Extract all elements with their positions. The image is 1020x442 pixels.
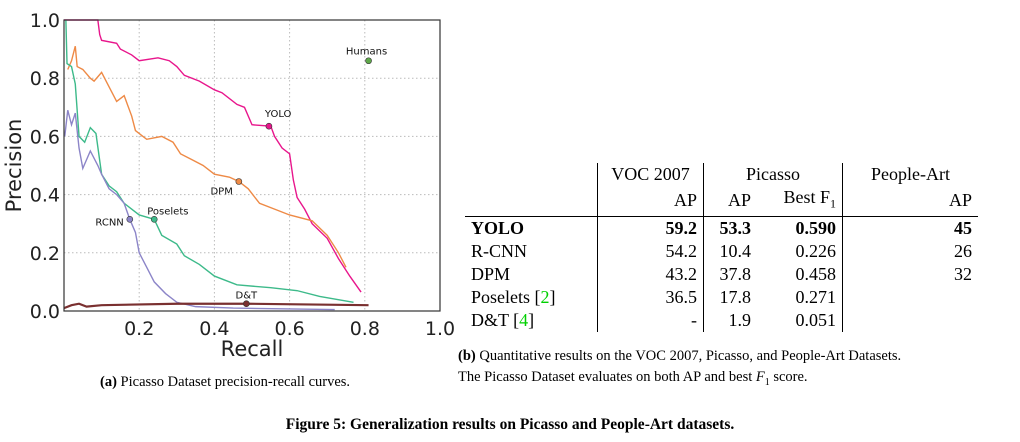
people-art-ap-cell	[842, 308, 978, 332]
series-line-rcnn	[64, 110, 335, 311]
group-voc: VOC 2007	[597, 163, 704, 186]
picasso-ap-cell: 17.8	[703, 285, 757, 309]
method-cell: Poselets [2]	[471, 286, 556, 307]
table-row: Poselets [2] 36.5 17.8 0.271	[465, 285, 978, 309]
people-art-ap-cell	[842, 285, 978, 309]
series-line-dpm	[67, 46, 347, 268]
header-best-f1: Best F1	[757, 186, 843, 217]
x-tick-label: 0.2	[124, 318, 154, 340]
people-art-ap-cell: 32	[842, 262, 978, 286]
table-row: YOLO 59.2 53.3 0.590 45	[465, 216, 978, 240]
best-f1-cell: 0.590	[795, 217, 837, 238]
series-marker	[265, 122, 273, 130]
best-f1-cell: 0.226	[795, 240, 837, 261]
x-tick-label: 1.0	[425, 318, 455, 340]
citation-link[interactable]: 2	[540, 286, 550, 307]
best-f1-cell: 0.458	[795, 263, 837, 284]
y-tick-label: 0.0	[30, 301, 60, 323]
picasso-ap-cell: 1.9	[703, 308, 757, 332]
best-f1-cell: 0.051	[795, 309, 837, 330]
voc-ap-cell: -	[597, 308, 704, 332]
x-axis-label: Recall	[221, 337, 284, 361]
y-axis-label: Precision	[2, 119, 26, 213]
series-label: YOLO	[264, 109, 292, 120]
precision-recall-chart: 0.2 0.4 0.6 0.8 1.0 0.0 0.2 0.4 0.6 0.8 1.0 YOLO DPM…	[2, 10, 455, 361]
series-label: D&T	[236, 291, 258, 302]
x-tick-label: 0.4	[199, 318, 229, 340]
series-line-poselets	[65, 19, 354, 303]
method-cell: D&T [4]	[471, 309, 535, 330]
picasso-ap-cell: 10.4	[703, 239, 757, 263]
caption-a: (a) Picasso Dataset precision-recall cur…	[100, 374, 351, 390]
group-picasso: Picasso	[703, 163, 843, 186]
header-voc-ap: AP	[597, 186, 704, 217]
table-row: R-CNN 54.2 10.4 0.226 26	[465, 239, 978, 263]
humans-marker	[365, 57, 372, 65]
y-tick-label: 0.6	[30, 126, 60, 148]
series-marker	[235, 178, 243, 185]
y-tick-label: 0.4	[30, 185, 60, 207]
table-row: D&T [4] - 1.9 0.051	[465, 308, 978, 332]
plot-frame	[63, 19, 441, 312]
people-art-ap-cell: 26	[842, 239, 978, 263]
caption-b: (b) Quantitative results on the VOC 2007…	[458, 348, 902, 388]
people-art-ap-cell: 45	[842, 216, 978, 240]
group-people-art: People-Art	[842, 163, 978, 186]
figure-caption: Figure 5: Generalization results on Pica…	[285, 416, 735, 433]
best-f1-cell: 0.271	[795, 286, 837, 307]
header-picasso-ap: AP	[703, 186, 757, 217]
humans-label: Humans	[346, 47, 387, 58]
results-table: VOC 2007 Picasso People-Art AP AP Best F…	[465, 163, 978, 332]
voc-ap-cell: 59.2	[597, 216, 704, 240]
table-sub-header: AP AP Best F1 AP	[465, 186, 978, 217]
series-label: DPM	[210, 187, 232, 198]
y-tick-label: 0.8	[30, 68, 60, 90]
voc-ap-cell: 43.2	[597, 262, 704, 286]
series-marker	[126, 216, 134, 223]
series-marker	[150, 216, 158, 223]
voc-ap-cell: 54.2	[597, 239, 704, 263]
method-cell: R-CNN	[471, 240, 528, 261]
series-line-yolo	[64, 19, 362, 293]
method-cell: YOLO	[471, 217, 525, 238]
citation-link[interactable]: 4	[519, 309, 529, 330]
voc-ap-cell: 36.5	[597, 285, 704, 309]
x-tick-label: 0.8	[350, 318, 380, 340]
y-tick-label: 1.0	[30, 10, 60, 32]
series-line-dt	[63, 302, 369, 310]
table-row: DPM 43.2 37.8 0.458 32	[465, 262, 978, 286]
picasso-ap-cell: 53.3	[703, 216, 757, 240]
series-marker	[243, 300, 250, 308]
series-label: RCNN	[95, 217, 123, 228]
picasso-ap-cell: 37.8	[703, 262, 757, 286]
plot-area	[64, 20, 440, 311]
x-tick-label: 0.6	[274, 318, 304, 340]
table-group-header: VOC 2007 Picasso People-Art	[465, 163, 978, 186]
header-art-ap: AP	[842, 186, 978, 217]
y-tick-label: 0.2	[30, 243, 60, 265]
series-label: Poselets	[147, 206, 188, 217]
method-cell: DPM	[471, 263, 511, 284]
